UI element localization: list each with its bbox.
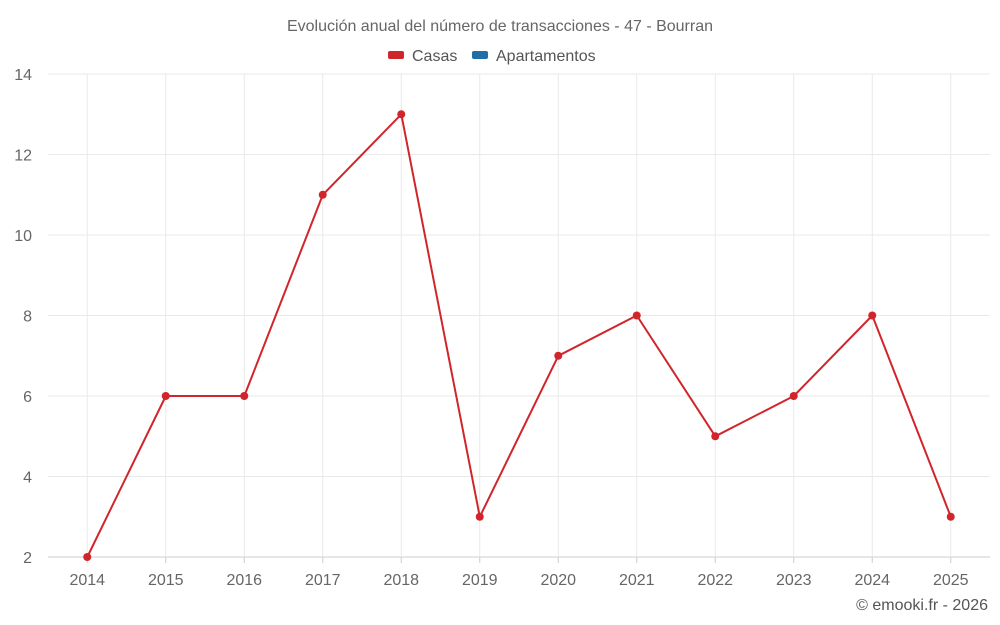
data-point-casas[interactable] <box>632 311 641 320</box>
legend-label-apartamentos: Apartamentos <box>496 48 596 65</box>
legend-item-casas[interactable]: Casas <box>388 48 457 65</box>
data-point-casas[interactable] <box>161 392 170 400</box>
x-tick-label: 2024 <box>854 572 890 589</box>
data-point-casas[interactable] <box>83 553 92 561</box>
legend-item-apartamentos[interactable]: Apartamentos <box>472 48 596 65</box>
legend-label-casas: Casas <box>412 48 457 65</box>
x-tick-label: 2016 <box>226 572 262 589</box>
y-tick-label: 8 <box>23 309 32 326</box>
x-tick-label: 2019 <box>462 572 498 589</box>
x-tick-label: 2020 <box>540 572 576 589</box>
chart-title: Evolución anual del número de transaccio… <box>287 18 713 35</box>
x-tick-label: 2017 <box>305 572 341 589</box>
x-tick-label: 2021 <box>619 572 655 589</box>
y-tick-label: 2 <box>23 550 32 567</box>
x-tick-label: 2025 <box>933 572 969 589</box>
data-point-casas[interactable] <box>789 392 798 400</box>
x-tick-label: 2022 <box>697 572 733 589</box>
data-point-casas[interactable] <box>475 512 484 521</box>
y-tick-label: 6 <box>23 389 32 406</box>
x-tick-label: 2014 <box>69 572 105 589</box>
data-point-casas[interactable] <box>711 432 720 441</box>
y-tick-label: 12 <box>14 148 32 165</box>
legend-swatch-casas <box>388 51 404 59</box>
legend: Casas Apartamentos <box>388 48 596 65</box>
x-tick-label: 2018 <box>383 572 419 589</box>
data-point-casas[interactable] <box>868 311 877 320</box>
credit-text: © emooki.fr - 2026 <box>856 597 988 614</box>
data-point-casas[interactable] <box>946 512 955 521</box>
y-tick-label: 4 <box>23 470 32 487</box>
y-tick-label: 14 <box>14 67 32 84</box>
x-tick-label: 2015 <box>148 572 184 589</box>
legend-swatch-apartamentos <box>472 51 488 59</box>
y-axis: 2 4 6 8 10 12 14 <box>14 67 32 567</box>
series-casas <box>83 110 955 561</box>
x-axis: 2014 2015 2016 2017 2018 2019 2020 2021 2022 2023… <box>69 557 969 589</box>
data-point-casas[interactable] <box>318 190 327 199</box>
x-tick-label: 2023 <box>776 572 812 589</box>
series-line-casas <box>86 113 952 558</box>
data-point-casas[interactable] <box>554 351 563 360</box>
y-tick-label: 10 <box>14 228 32 245</box>
data-point-casas[interactable] <box>397 110 406 119</box>
gridlines <box>48 73 990 558</box>
data-point-casas[interactable] <box>240 392 249 400</box>
